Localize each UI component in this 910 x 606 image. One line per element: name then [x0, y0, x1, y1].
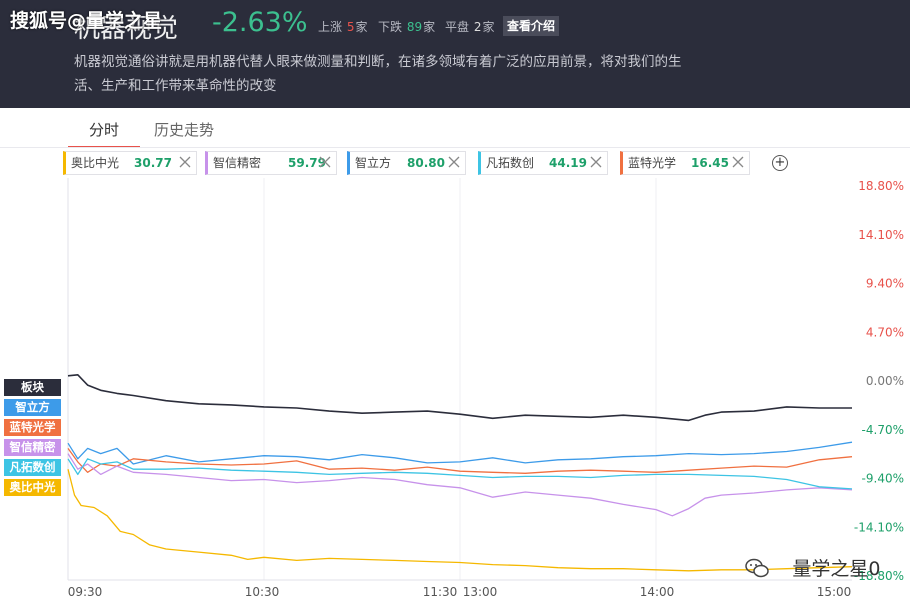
close-icon[interactable]: [448, 156, 460, 168]
x-tick-label: 09:30: [68, 585, 103, 599]
series-line: [67, 441, 853, 465]
y-tick-label: -4.70%: [862, 423, 904, 437]
stock-chip-value: 44.19: [549, 156, 587, 170]
decliners-unit: 家: [423, 20, 436, 34]
legend-pill[interactable]: 智信精密: [4, 439, 61, 456]
sector-header: 机器视觉 搜狐号@量学之星 -2.63% 上涨 5家 下跌 89家 平盘 2家 …: [0, 0, 910, 108]
bottom-watermark-text: 量学之星0: [792, 558, 881, 580]
series-line: [67, 458, 853, 490]
series-line: [67, 448, 853, 474]
advancers-stat: 上涨 5家: [318, 18, 368, 35]
decliners-label: 下跌: [378, 20, 403, 34]
advancers-label: 上涨: [318, 20, 343, 34]
y-tick-label: 14.10%: [858, 228, 904, 242]
close-icon[interactable]: [319, 156, 331, 168]
unchanged-label: 平盘: [445, 20, 470, 34]
legend-pill[interactable]: 板块: [4, 379, 61, 396]
series-line: [67, 453, 853, 517]
stock-chip-name: 奥比中光: [71, 156, 120, 170]
tab-divider: [0, 147, 910, 148]
tab-history-trend[interactable]: 历史走势: [154, 121, 215, 139]
sector-title: 机器视觉: [74, 14, 179, 44]
x-tick-label: 11:30: [423, 585, 458, 599]
y-tick-label: -14.10%: [854, 520, 904, 534]
x-tick-label: 10:30: [245, 585, 280, 599]
unchanged-stat: 平盘 2家: [445, 18, 495, 35]
add-stock-button[interactable]: +: [772, 155, 788, 171]
sector-change-percent: -2.63%: [212, 7, 308, 38]
x-tick-label: 14:00: [640, 585, 675, 599]
legend-pill[interactable]: 凡拓数创: [4, 459, 61, 476]
y-tick-label: 0.00%: [866, 374, 904, 388]
y-tick-label: 4.70%: [866, 325, 904, 339]
legend-pill[interactable]: 蓝特光学: [4, 419, 61, 436]
plus-circle-icon: +: [774, 155, 786, 170]
view-intro-button[interactable]: 查看介绍: [503, 16, 560, 36]
decliners-count: 89: [406, 20, 423, 34]
bottom-watermark: 量学之星0: [744, 554, 880, 581]
x-tick-label: 15:00: [817, 585, 852, 599]
close-icon[interactable]: [732, 156, 744, 168]
close-icon[interactable]: [590, 156, 602, 168]
stock-chip-name: 智信精密: [213, 156, 262, 170]
series-line: [67, 374, 852, 422]
wechat-icon: [745, 558, 769, 578]
stock-chip[interactable]: 智立方 80.80: [347, 151, 466, 175]
stock-chip[interactable]: 蓝特光学 16.45: [620, 151, 750, 175]
y-tick-label: -18.80%: [854, 569, 904, 583]
stock-chip-value: 59.79: [288, 156, 326, 170]
stock-chip-value: 16.45: [691, 156, 729, 170]
y-tick-label: 18.80%: [858, 179, 904, 193]
close-icon[interactable]: [179, 156, 191, 168]
stock-chip-value: 80.80: [407, 156, 445, 170]
stock-chip[interactable]: 智信精密 59.79: [205, 151, 337, 175]
advancers-count: 5: [346, 20, 355, 34]
legend-pill[interactable]: 奥比中光: [4, 479, 61, 496]
stock-chip-name: 智立方: [355, 156, 392, 170]
legend-pill[interactable]: 智立方: [4, 399, 61, 416]
decliners-stat: 下跌 89家: [378, 18, 435, 35]
source-watermark: 搜狐号@量学之星: [10, 10, 163, 32]
stock-chip[interactable]: 奥比中光 30.77: [63, 151, 197, 175]
stock-chip-name: 凡拓数创: [486, 156, 535, 170]
y-tick-label: -9.40%: [862, 472, 904, 486]
sector-description: 机器视觉通俗讲就是用机器代替人眼来做测量和判断，在诸多领域有着广泛的应用前景，将…: [74, 54, 682, 94]
unchanged-count: 2: [473, 20, 482, 34]
stock-chip-name: 蓝特光学: [628, 156, 677, 170]
x-tick-label: 13:00: [463, 585, 498, 599]
series-line: [67, 469, 853, 572]
advancers-unit: 家: [355, 20, 368, 34]
stock-chip[interactable]: 凡拓数创 44.19: [478, 151, 608, 175]
y-tick-label: 9.40%: [866, 277, 904, 291]
unchanged-unit: 家: [482, 20, 495, 34]
stock-chip-value: 30.77: [134, 156, 172, 170]
